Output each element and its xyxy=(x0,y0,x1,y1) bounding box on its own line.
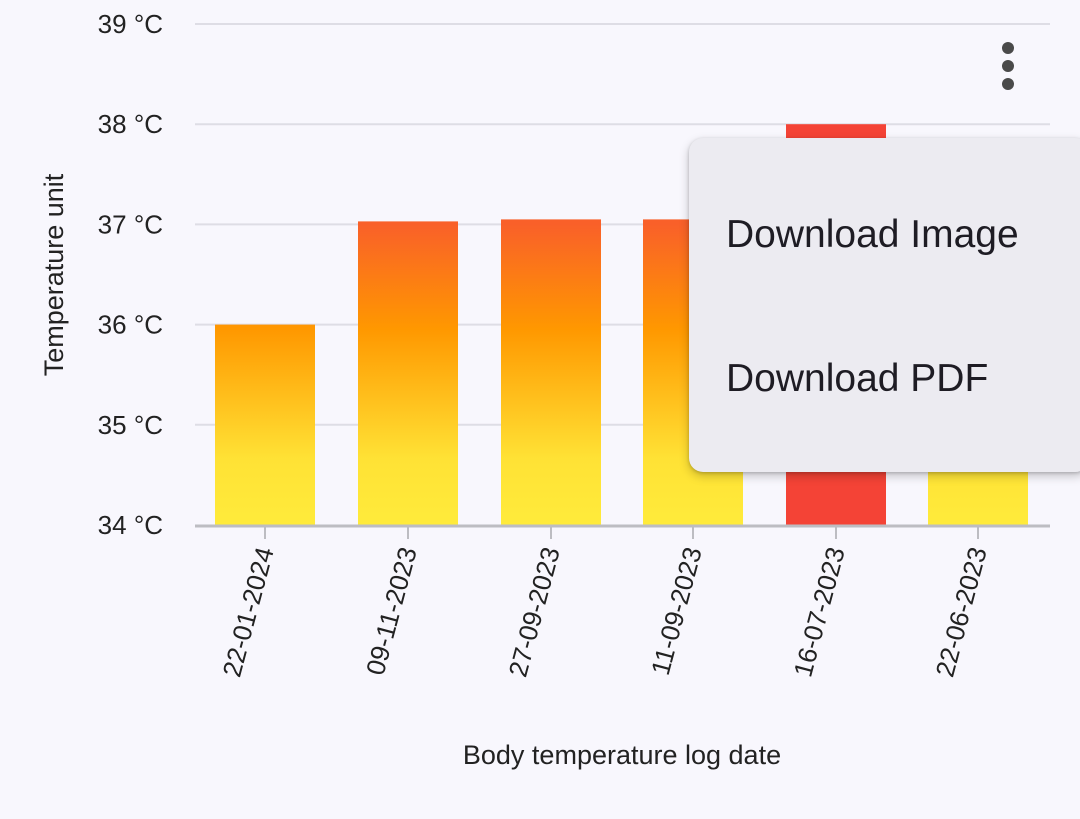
y-axis-title: Temperature unit xyxy=(39,173,69,376)
y-tick-label: 39 °C xyxy=(98,9,163,39)
y-tick-label: 35 °C xyxy=(98,410,163,440)
y-tick-label: 36 °C xyxy=(98,310,163,340)
y-tick-label: 37 °C xyxy=(98,209,163,239)
download-pdf-menu-item[interactable]: Download PDF xyxy=(726,357,989,400)
bar-27-09-2023[interactable] xyxy=(501,219,601,525)
x-tick-label: 09-11-2023 xyxy=(360,544,423,678)
x-tick-label: 27-09-2023 xyxy=(502,544,565,680)
bar-22-01-2024[interactable] xyxy=(215,324,315,525)
x-axis-title: Body temperature log date xyxy=(463,740,781,770)
x-tick-label: 11-09-2023 xyxy=(645,544,708,678)
x-tick-label: 16-07-2023 xyxy=(787,544,850,680)
y-tick-label: 34 °C xyxy=(98,510,163,540)
more-vertical-icon xyxy=(1002,42,1014,54)
more-vertical-icon-dot xyxy=(1002,78,1014,90)
more-vertical-icon-dot xyxy=(1002,60,1014,72)
download-image-menu-item[interactable]: Download Image xyxy=(726,213,1019,256)
y-tick-label: 38 °C xyxy=(98,109,163,139)
export-menu: Download Image Download PDF xyxy=(689,138,1080,472)
more-options-button[interactable] xyxy=(988,34,1028,98)
bar-09-11-2023[interactable] xyxy=(358,221,458,526)
x-tick-label: 22-01-2024 xyxy=(216,544,279,680)
x-tick-label: 22-06-2023 xyxy=(929,544,992,680)
